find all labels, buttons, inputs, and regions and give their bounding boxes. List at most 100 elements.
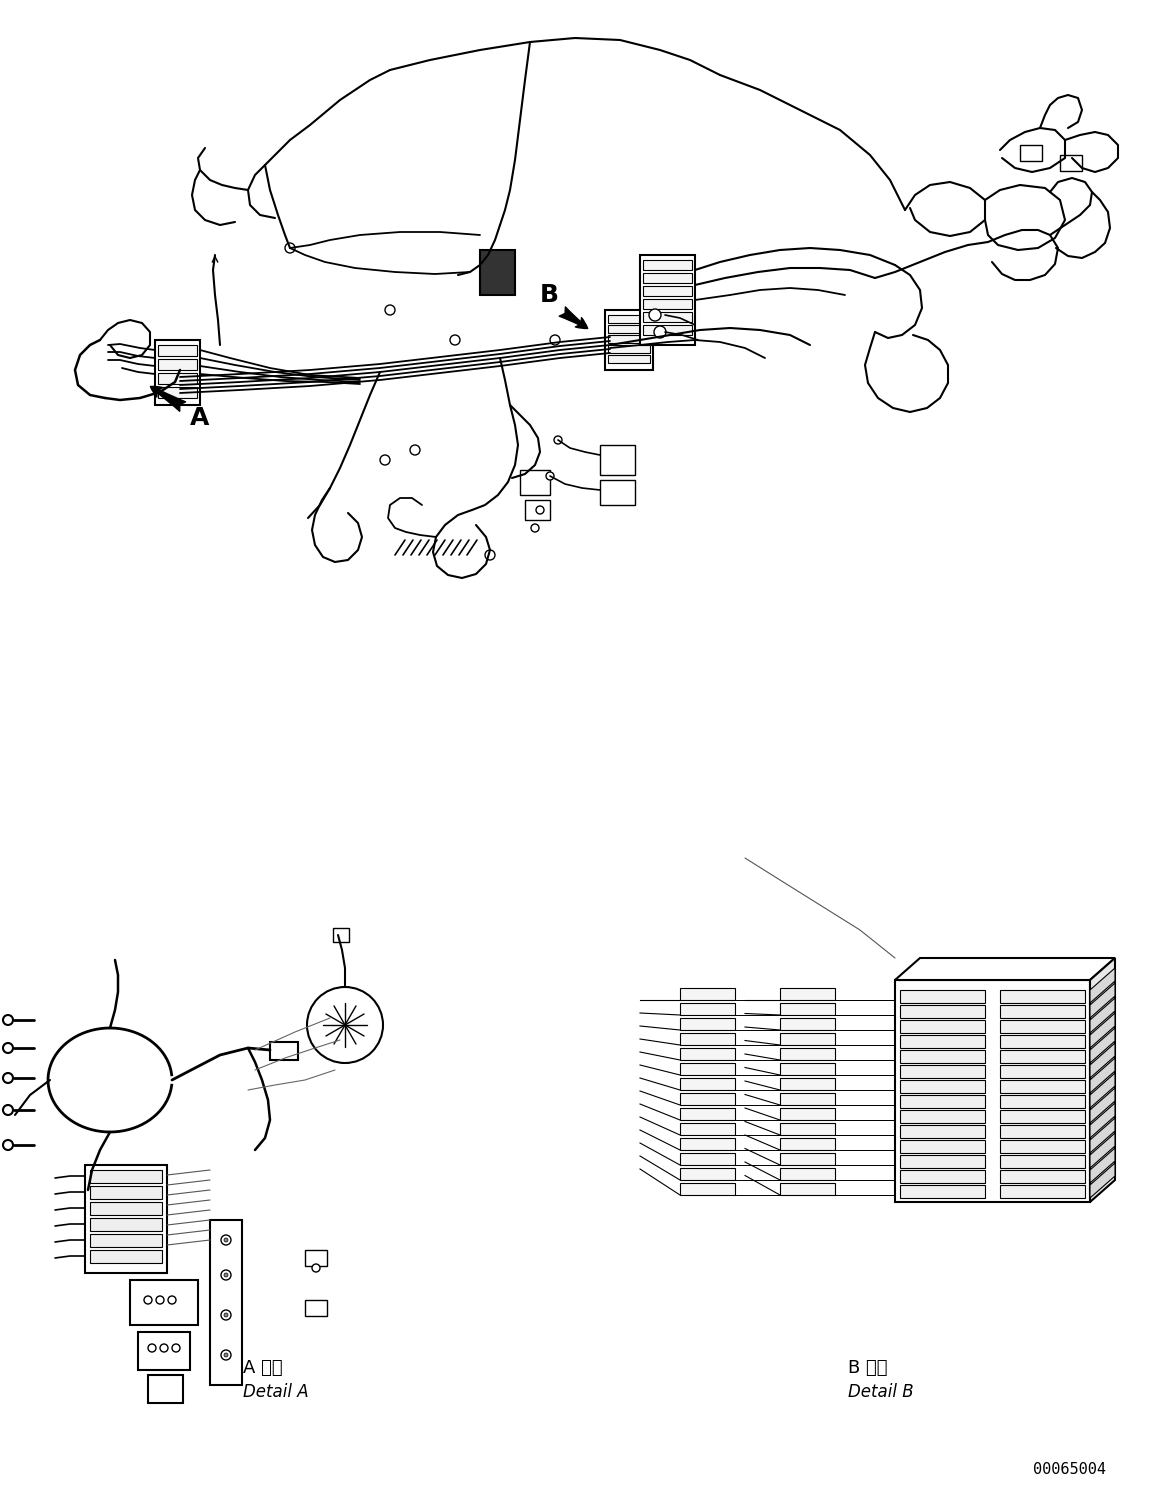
Bar (1020, 144, 1042, 161)
Bar (211, 1220, 242, 1385)
Bar (90, 1250, 162, 1263)
Bar (900, 1004, 985, 1018)
Circle shape (385, 305, 395, 315)
Bar (780, 1048, 835, 1059)
Circle shape (654, 326, 666, 338)
Bar (600, 445, 635, 475)
Bar (525, 500, 550, 519)
Polygon shape (1090, 1073, 1115, 1109)
Bar (305, 1301, 327, 1315)
Circle shape (285, 243, 295, 253)
Circle shape (3, 1140, 13, 1150)
Bar (643, 299, 692, 310)
Bar (780, 1153, 835, 1165)
Bar (608, 335, 650, 344)
Circle shape (148, 1344, 156, 1353)
Circle shape (312, 1263, 320, 1272)
Circle shape (554, 436, 562, 443)
Bar (600, 481, 635, 504)
Bar (138, 1332, 190, 1370)
Bar (130, 1280, 198, 1324)
Bar (900, 1184, 985, 1198)
Circle shape (224, 1312, 228, 1317)
Bar (85, 1165, 167, 1274)
Bar (900, 1065, 985, 1077)
Bar (780, 1003, 835, 1015)
Bar (780, 1077, 835, 1091)
Bar (680, 1003, 735, 1015)
Bar (480, 250, 515, 295)
Bar (680, 1033, 735, 1045)
Polygon shape (896, 958, 1115, 981)
Polygon shape (1090, 958, 1115, 1202)
Circle shape (536, 506, 544, 513)
Bar (780, 1123, 835, 1135)
Bar (680, 988, 735, 1000)
Circle shape (450, 335, 461, 345)
Polygon shape (1090, 1013, 1115, 1048)
Circle shape (221, 1309, 231, 1320)
Text: B: B (540, 283, 559, 307)
Circle shape (649, 310, 661, 321)
Polygon shape (1090, 1117, 1115, 1153)
Bar (680, 1168, 735, 1180)
Bar (1000, 1184, 1085, 1198)
Polygon shape (1090, 1028, 1115, 1062)
Bar (1000, 990, 1085, 1003)
Bar (1000, 1170, 1085, 1183)
Polygon shape (1090, 1132, 1115, 1168)
Bar (1000, 1110, 1085, 1123)
Bar (90, 1186, 162, 1199)
Bar (900, 1110, 985, 1123)
Bar (158, 345, 197, 356)
Polygon shape (1090, 1058, 1115, 1094)
Bar (900, 1170, 985, 1183)
Text: Detail A: Detail A (243, 1382, 308, 1402)
Bar (900, 1036, 985, 1048)
Bar (1059, 155, 1082, 171)
Bar (520, 470, 550, 496)
Bar (900, 1095, 985, 1109)
Bar (900, 1125, 985, 1138)
Bar (1000, 1036, 1085, 1048)
Bar (1000, 1080, 1085, 1094)
Circle shape (411, 445, 420, 455)
Bar (900, 990, 985, 1003)
Bar (780, 988, 835, 1000)
Circle shape (485, 551, 495, 559)
Bar (900, 1080, 985, 1094)
Bar (643, 260, 692, 269)
Text: A 詳細: A 詳細 (243, 1359, 283, 1376)
Circle shape (307, 987, 383, 1062)
Bar (1000, 1065, 1085, 1077)
Bar (90, 1219, 162, 1231)
Circle shape (3, 1043, 13, 1054)
Bar (680, 1183, 735, 1195)
Bar (900, 1051, 985, 1062)
Polygon shape (1090, 998, 1115, 1033)
Polygon shape (1090, 1088, 1115, 1123)
Text: 00065004: 00065004 (1034, 1463, 1106, 1478)
Bar (643, 272, 692, 283)
Polygon shape (1090, 1149, 1115, 1183)
Bar (640, 254, 695, 345)
Circle shape (531, 524, 538, 533)
Bar (780, 1109, 835, 1120)
Bar (1000, 1155, 1085, 1168)
Bar (1000, 1004, 1085, 1018)
Bar (90, 1234, 162, 1247)
Bar (605, 310, 652, 371)
Circle shape (224, 1238, 228, 1242)
Bar (680, 1123, 735, 1135)
Bar (680, 1018, 735, 1030)
Bar (1000, 1019, 1085, 1033)
Circle shape (167, 1296, 176, 1303)
Bar (780, 1094, 835, 1106)
Bar (608, 345, 650, 353)
Circle shape (221, 1350, 231, 1360)
Bar (680, 1062, 735, 1074)
Polygon shape (1090, 984, 1115, 1018)
Circle shape (221, 1235, 231, 1245)
Circle shape (221, 1269, 231, 1280)
Bar (780, 1018, 835, 1030)
